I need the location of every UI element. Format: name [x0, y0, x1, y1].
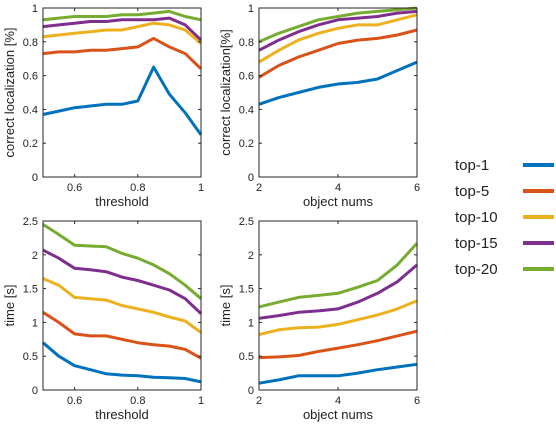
panel-1-series-top-5: [42, 36, 203, 70]
panel-3-ytick-label: 0.5: [23, 351, 38, 363]
panel-1-ytick-label: 1: [32, 3, 38, 15]
panel-3-axes-frame: [42, 220, 202, 391]
panel-1-series-top-10: [42, 21, 202, 45]
panel-2-xtick-label: 6: [414, 182, 420, 194]
panel-4-ytick-label: 0: [248, 385, 254, 397]
panel-1-xtick-label: 1: [198, 182, 204, 194]
panel-4-xtick-label: 2: [256, 395, 262, 407]
panel-1-series-top-15: [42, 16, 203, 42]
panel-3-ytick-label: 1: [32, 317, 38, 329]
panel-4-xtick-label: 6: [414, 395, 420, 407]
panel-3-series-top-5: [42, 311, 202, 360]
panel-3-series-top-1: [42, 341, 202, 384]
panel-2-xtick-label: 4: [335, 182, 341, 194]
panel-4-ytick-label: 1.5: [239, 284, 254, 296]
panel-4-plot-area: [259, 221, 417, 390]
panel-3-series-top-20: [42, 223, 202, 300]
panel-1-plot-area: [43, 8, 201, 177]
panel-3-xtick-label: 0.6: [67, 395, 82, 407]
panel-1-xtick-label: 0.6: [67, 182, 82, 194]
panel-3-xlabel: threshold: [95, 407, 148, 422]
panel-2-series-top-20: [258, 6, 418, 44]
panel-3-ylabel: time [s]: [2, 285, 17, 327]
panel-2-ytick-label: 0.6: [239, 71, 254, 83]
panel-1-series-top-1: [42, 65, 203, 136]
panel-4-series-top-1: [258, 362, 418, 385]
panel-2-ytick-label: 0.8: [239, 37, 254, 49]
panel-2-xlabel: object nums: [303, 194, 374, 209]
legend-label-top-20: top-20: [455, 261, 498, 278]
panel-3-ytick-label: 0: [32, 385, 38, 397]
panel-2-xtick-label: 2: [256, 182, 262, 194]
panel-1-ytick-label: 0: [32, 172, 38, 184]
legend-label-top-15: top-15: [455, 235, 498, 252]
panel-3-series-top-15: [42, 248, 203, 315]
legend-label-top-5: top-5: [455, 183, 489, 200]
panel-4-ytick-label: 0.5: [239, 351, 254, 363]
panel-1-ytick-label: 0.8: [23, 37, 38, 49]
panel-2-series-top-15: [258, 9, 418, 52]
panel-4-ylabel: time [s]: [218, 285, 233, 327]
panel-3-ytick-label: 1.5: [23, 284, 38, 296]
panel-3-ytick-label: 2.5: [23, 216, 38, 228]
panel-3-series-top-10: [42, 277, 202, 334]
panel-1-ytick-label: 0.4: [23, 104, 38, 116]
panel-2-ytick-label: 1: [248, 3, 254, 15]
panel-4-ytick-label: 1: [248, 317, 254, 329]
panel-2-ytick-label: 0.4: [239, 104, 254, 116]
panel-2-series-top-5: [258, 28, 418, 79]
panel-2-ytick-label: 0: [248, 172, 254, 184]
panel-4-series-top-5: [258, 329, 418, 360]
panel-1-ytick-label: 0.6: [23, 71, 38, 83]
legend-label-top-10: top-10: [455, 209, 498, 226]
panel-2-series-top-1: [258, 60, 418, 106]
panel-4-ytick-label: 2.5: [239, 216, 254, 228]
panel-3-xtick-label: 1: [198, 395, 204, 407]
panel-2-ylabel: correct localization[%]: [218, 29, 233, 155]
panel-3-ytick-label: 2: [32, 250, 38, 262]
panel-4-xlabel: object nums: [303, 407, 374, 422]
panel-1-series-top-20: [42, 9, 202, 22]
panel-4-series-top-20: [258, 242, 419, 309]
panel-1-axes-frame: [42, 7, 202, 178]
panel-4-series-top-10: [258, 299, 418, 337]
panel-1-xlabel: threshold: [95, 194, 148, 209]
panel-2-series-top-10: [258, 13, 418, 64]
panel-4-ytick-label: 2: [248, 250, 254, 262]
panel-3-xtick-label: 0.8: [130, 395, 145, 407]
panel-1-ytick-label: 0.2: [23, 138, 38, 150]
panel-1-xtick-label: 0.8: [130, 182, 145, 194]
panel-1-ylabel: correct localization [%]: [2, 27, 17, 157]
legend-label-top-1: top-1: [455, 157, 489, 174]
panel-4-series-top-15: [258, 263, 418, 320]
panel-2-ytick-label: 0.2: [239, 138, 254, 150]
panel-4-xtick-label: 4: [335, 395, 341, 407]
